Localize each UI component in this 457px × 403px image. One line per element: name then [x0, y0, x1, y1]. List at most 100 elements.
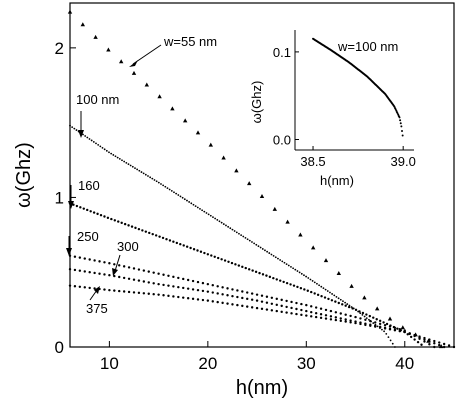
data-point	[120, 221, 123, 225]
data-point	[391, 342, 394, 345]
data-point	[359, 322, 362, 326]
data-point	[131, 70, 137, 75]
data-point	[383, 323, 387, 327]
data-point	[428, 343, 431, 346]
data-point	[309, 278, 312, 281]
data-point	[89, 210, 92, 213]
data-point	[241, 296, 244, 300]
data-point	[177, 285, 180, 289]
data-point	[369, 324, 372, 327]
data-point	[438, 343, 441, 347]
main-axis-ticks: 10 20 30 40 0 1 2	[55, 39, 415, 373]
data-point	[251, 241, 253, 243]
data-point	[260, 300, 264, 303]
y-tick-label: 0	[55, 338, 64, 357]
data-point	[290, 306, 293, 310]
data-point	[192, 248, 196, 251]
data-point	[137, 227, 141, 231]
data-point	[316, 282, 318, 285]
data-point	[108, 274, 111, 277]
data-point	[375, 318, 378, 321]
data-point	[333, 294, 336, 297]
data-point	[323, 296, 327, 299]
data-point	[255, 293, 259, 296]
data-point	[164, 185, 167, 188]
data-point	[235, 231, 238, 234]
data-point	[123, 160, 126, 163]
data-point	[191, 279, 195, 283]
data-point	[157, 272, 160, 275]
data-point	[283, 261, 286, 264]
data-point	[388, 325, 392, 328]
data-point	[344, 304, 347, 307]
data-point	[147, 281, 150, 284]
data-point	[166, 187, 169, 190]
data-point	[368, 318, 370, 321]
data-point	[127, 224, 130, 227]
data-point	[433, 339, 436, 343]
data-point	[218, 220, 221, 223]
data-point	[285, 311, 288, 314]
data-point	[399, 122, 402, 125]
data-point	[168, 188, 171, 191]
data-point	[389, 339, 392, 342]
data-point	[237, 264, 241, 267]
data-point	[231, 288, 234, 291]
data-point	[265, 274, 268, 277]
data-point	[313, 292, 316, 295]
data-point	[255, 299, 259, 302]
data-point	[222, 223, 225, 225]
data-point	[310, 315, 313, 318]
data-point	[300, 308, 303, 312]
data-point	[83, 270, 86, 273]
data-point	[290, 300, 293, 304]
data-point	[383, 330, 385, 333]
data-point	[354, 308, 358, 312]
data-point	[401, 129, 404, 132]
data-point	[265, 301, 269, 304]
data-point	[378, 322, 382, 326]
data-point	[330, 299, 334, 302]
data-point	[241, 265, 244, 269]
data-point	[275, 309, 278, 313]
data-point	[310, 310, 313, 314]
data-point	[161, 236, 165, 240]
data-point	[265, 308, 269, 311]
data-point	[73, 127, 76, 130]
data-point	[142, 269, 146, 272]
data-point	[110, 217, 113, 221]
data-point	[324, 314, 328, 317]
arrowhead-w55	[129, 60, 138, 67]
data-point	[331, 293, 334, 295]
data-point	[75, 129, 78, 131]
data-point	[442, 345, 446, 349]
data-point	[84, 135, 87, 137]
data-point	[234, 168, 239, 173]
data-point	[300, 302, 303, 306]
data-point	[261, 248, 264, 250]
data-point	[344, 301, 347, 304]
data-point	[88, 286, 91, 290]
data-point	[292, 267, 295, 270]
data-point	[142, 292, 146, 295]
data-point	[113, 263, 116, 266]
data-point	[90, 139, 93, 142]
data-point	[334, 311, 338, 314]
data-point	[134, 226, 137, 230]
inset-title: w=100 nm	[337, 39, 398, 54]
data-point	[396, 327, 399, 330]
data-point	[295, 301, 298, 305]
data-point	[447, 344, 451, 347]
series-3	[68, 202, 423, 346]
data-point	[209, 214, 212, 217]
data-point	[399, 119, 402, 122]
data-point	[255, 243, 258, 246]
inset-series-group	[312, 37, 404, 137]
data-point	[92, 211, 96, 214]
data-point	[265, 295, 269, 298]
data-point	[225, 224, 227, 227]
series-2	[69, 124, 396, 348]
data-point	[179, 195, 182, 198]
data-point	[270, 253, 273, 256]
data-point	[344, 318, 347, 321]
